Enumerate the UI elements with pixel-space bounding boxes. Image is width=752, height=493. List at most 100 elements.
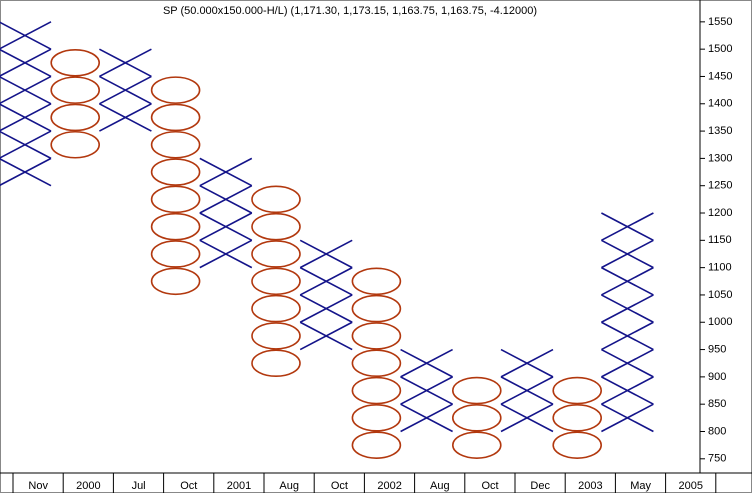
o-box xyxy=(251,240,301,268)
x-column xyxy=(601,212,654,433)
x-tick-label: Oct xyxy=(180,480,197,492)
x-box xyxy=(500,348,554,378)
o-box xyxy=(50,103,100,132)
o-box xyxy=(150,130,201,159)
o-box xyxy=(50,49,100,77)
x-tick-label: 2001 xyxy=(227,480,251,492)
o-column xyxy=(351,267,402,459)
x-box xyxy=(601,239,654,269)
o-box xyxy=(150,158,201,186)
x-column xyxy=(500,348,554,433)
o-box xyxy=(50,76,100,104)
o-box xyxy=(150,212,201,241)
o-box xyxy=(451,404,502,432)
y-tick-label: 750 xyxy=(708,453,726,465)
x-box xyxy=(199,184,253,214)
x-tick-label: May xyxy=(630,480,651,492)
o-column xyxy=(50,49,100,159)
x-tick-label: 2003 xyxy=(578,480,602,492)
x-box xyxy=(0,103,52,132)
x-box xyxy=(400,348,453,378)
o-box xyxy=(552,376,603,405)
o-box xyxy=(50,130,100,159)
x-box xyxy=(0,130,52,159)
x-tick-label: Nov xyxy=(28,480,48,492)
chart-title: SP (50.000x150.000-H/L) (1,171.30, 1,173… xyxy=(163,5,537,17)
o-box xyxy=(552,431,603,459)
x-box xyxy=(601,321,654,351)
x-column xyxy=(199,157,253,269)
o-column xyxy=(451,376,502,459)
x-box xyxy=(400,403,453,433)
o-column xyxy=(251,185,301,378)
x-box xyxy=(0,75,52,105)
o-box xyxy=(150,76,201,104)
x-box xyxy=(0,21,52,50)
x-box xyxy=(199,212,253,242)
y-tick-label: 850 xyxy=(708,398,726,410)
x-tick-label: Oct xyxy=(481,480,498,492)
o-box xyxy=(251,322,301,350)
x-tick-label: 2002 xyxy=(377,480,401,492)
x-box xyxy=(199,239,253,269)
x-box xyxy=(0,157,52,187)
y-tick-label: 1150 xyxy=(708,234,732,246)
x-box xyxy=(99,48,152,78)
x-box xyxy=(601,403,654,433)
y-tick-label: 800 xyxy=(708,425,726,437)
o-box xyxy=(351,404,402,432)
x-box xyxy=(299,321,353,351)
o-box xyxy=(351,322,402,350)
y-tick-label: 950 xyxy=(708,343,726,355)
o-box xyxy=(150,185,201,214)
o-box xyxy=(351,294,402,323)
x-tick-label: Oct xyxy=(331,480,348,492)
x-box xyxy=(299,239,353,269)
x-box xyxy=(601,212,654,242)
y-tick-label: 1550 xyxy=(708,16,732,28)
y-tick-label: 1250 xyxy=(708,180,732,192)
x-tick-label: Aug xyxy=(279,480,299,492)
y-tick-label: 1400 xyxy=(708,98,732,110)
y-tick-label: 1100 xyxy=(708,262,732,274)
o-column xyxy=(552,376,603,459)
y-tick-label: 1350 xyxy=(708,125,732,137)
o-box xyxy=(150,267,201,296)
x-tick-label: 2005 xyxy=(679,480,703,492)
x-tick-label: 2000 xyxy=(76,480,100,492)
x-box xyxy=(601,294,654,323)
x-box xyxy=(199,157,253,187)
x-column xyxy=(0,21,52,187)
x-box xyxy=(601,348,654,378)
o-box xyxy=(552,404,603,432)
x-column xyxy=(299,239,353,351)
o-box xyxy=(251,267,301,296)
o-box xyxy=(351,431,402,459)
o-box xyxy=(451,376,502,405)
o-box xyxy=(251,294,301,323)
o-box xyxy=(251,185,301,214)
o-box xyxy=(451,431,502,459)
o-box xyxy=(150,103,201,132)
x-box xyxy=(0,48,52,77)
o-box xyxy=(251,349,301,378)
x-tick-label: Aug xyxy=(430,480,450,492)
o-box xyxy=(351,349,402,378)
o-column xyxy=(150,76,201,296)
x-box xyxy=(601,376,654,405)
x-box xyxy=(99,75,152,105)
o-box xyxy=(351,376,402,405)
y-tick-label: 1050 xyxy=(708,289,732,301)
o-box xyxy=(150,240,201,268)
x-box xyxy=(99,103,152,132)
x-tick-label: Dec xyxy=(530,480,550,492)
x-box xyxy=(400,376,453,405)
y-tick-label: 900 xyxy=(708,371,726,383)
y-tick-label: 1200 xyxy=(708,207,732,219)
x-box xyxy=(299,294,353,323)
x-box xyxy=(500,403,554,433)
y-tick-label: 1300 xyxy=(708,152,732,164)
x-box xyxy=(601,266,654,296)
